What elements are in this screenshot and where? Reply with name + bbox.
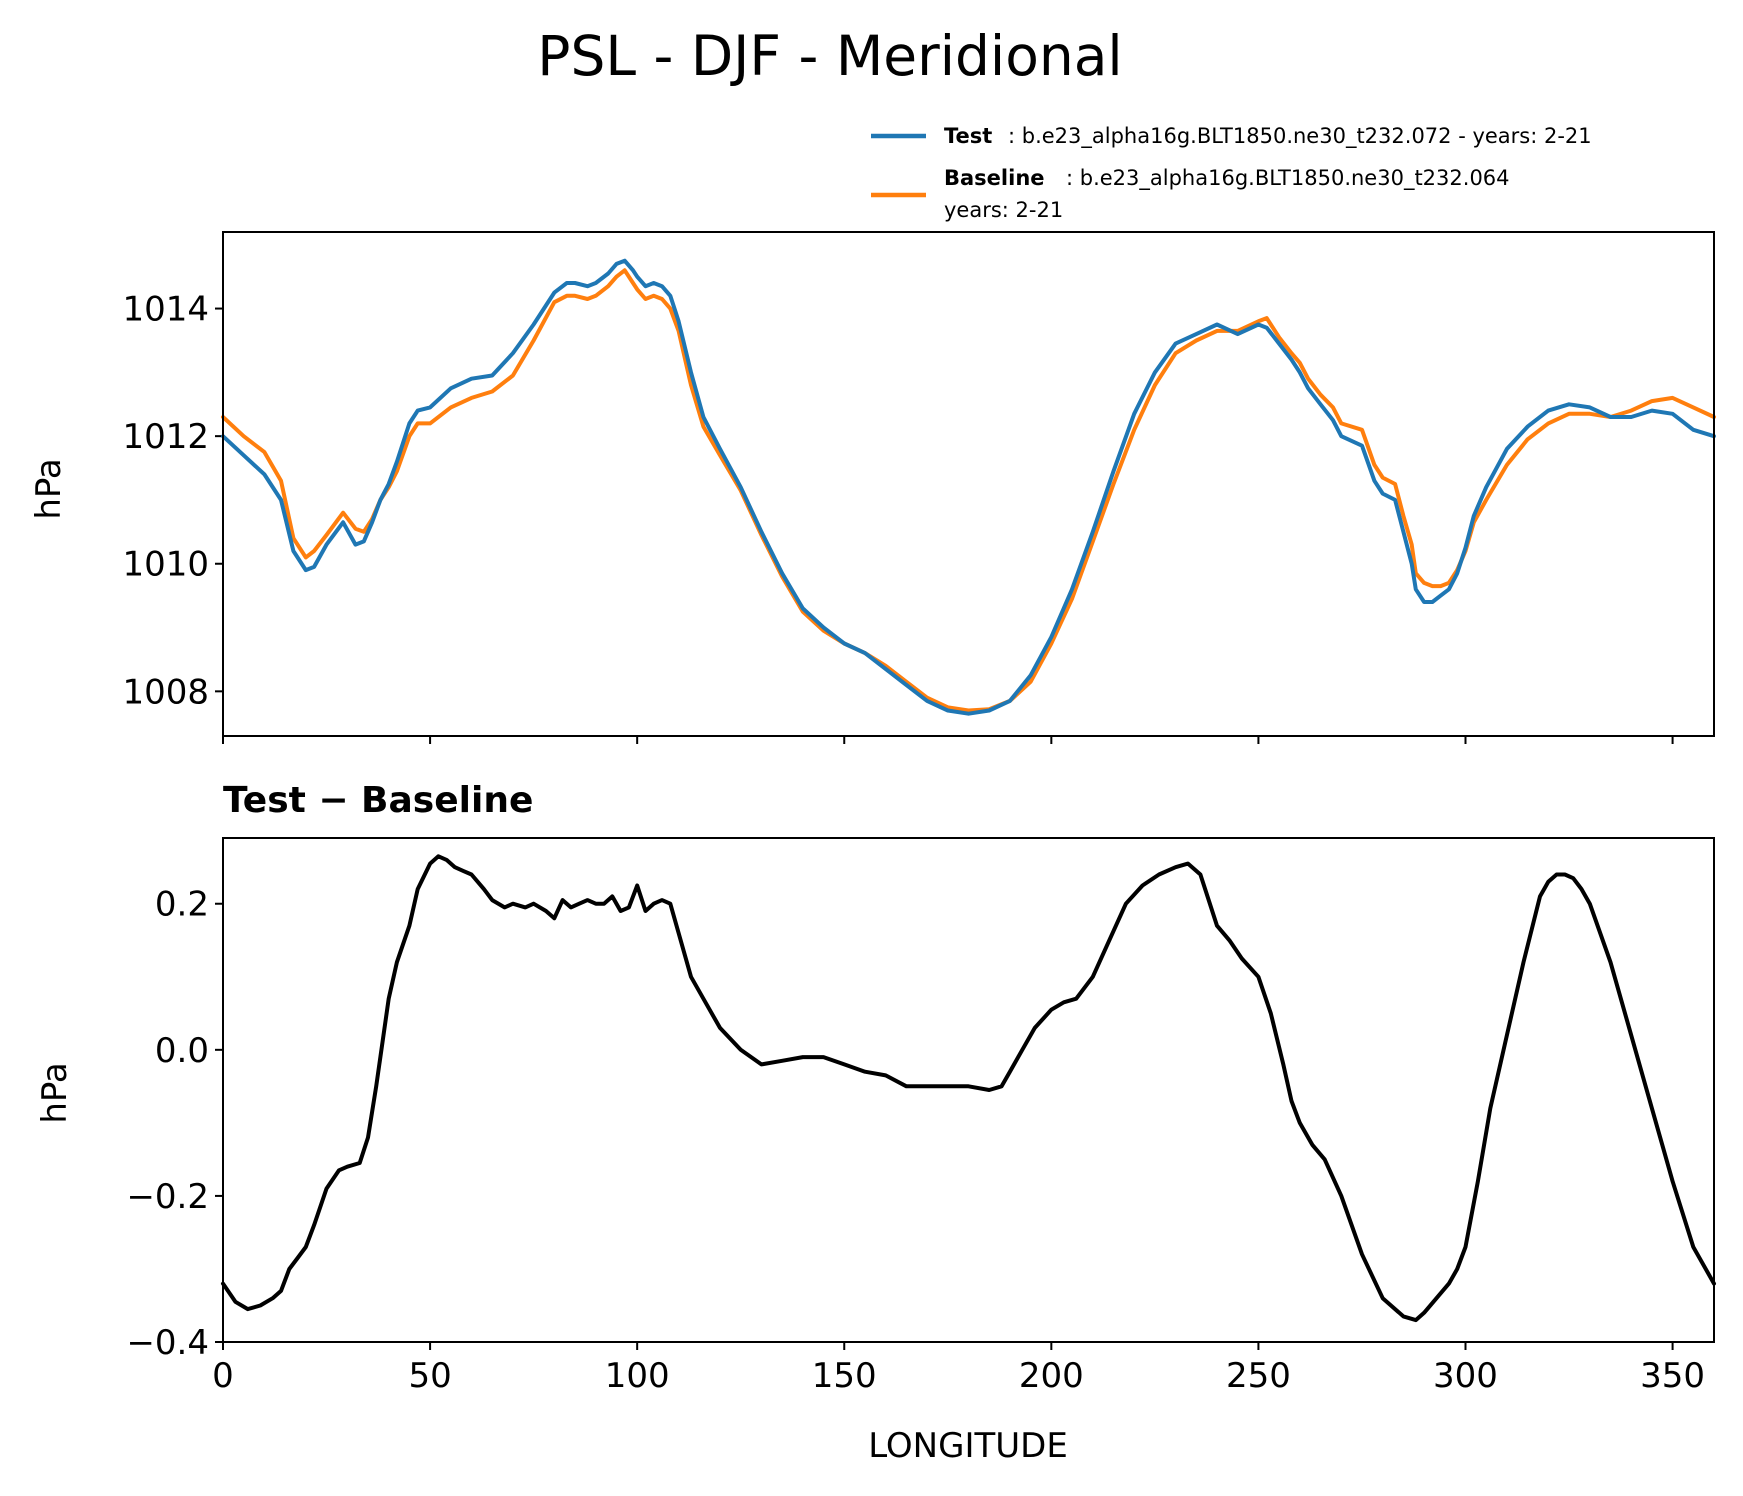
top-y-ticks: 1008 1010 1012 1014: [122, 290, 223, 712]
panel-top: 1008 1010 1012 1014 hPa: [29, 231, 1716, 744]
legend-baseline-label: Baseline: [944, 166, 1045, 190]
top-y-tick-label: 1012: [122, 417, 209, 457]
bottom-axes-frame: [222, 837, 1715, 1343]
bottom-x-tick-label: 300: [1433, 1356, 1498, 1396]
bottom-x-tick-label: 350: [1640, 1356, 1705, 1396]
legend-test-label: Test: [944, 124, 992, 148]
legend: Test : b.e23_alpha16g.BLT1850.ne30_t232.…: [871, 124, 1592, 222]
top-y-tick-label: 1014: [122, 290, 209, 330]
bottom-x-tick-label: 150: [812, 1356, 877, 1396]
bottom-y-ticks: −0.4 −0.2 0.0 0.2: [126, 885, 223, 1363]
bottom-x-tick-label: 0: [212, 1356, 234, 1396]
top-series-line-baseline: [221, 268, 1716, 713]
x-axis-label: LONGITUDE: [868, 1426, 1068, 1466]
top-y-tick-label: 1008: [122, 672, 209, 712]
bottom-y-tick-label: 0.0: [155, 1031, 209, 1071]
bottom-y-tick-label: 0.2: [155, 885, 209, 925]
top-y-tick-label: 1010: [122, 545, 209, 585]
legend-baseline-text: : b.e23_alpha16g.BLT1850.ne30_t232.064: [1066, 166, 1510, 191]
top-series-line-test: [221, 258, 1716, 716]
figure-title: PSL - DJF - Meridional: [537, 24, 1122, 88]
bottom-y-axis-label: hPa: [35, 1062, 75, 1123]
bottom-x-tick-label: 50: [408, 1356, 451, 1396]
bottom-lines: [221, 854, 1716, 1323]
bottom-y-tick-label: −0.4: [126, 1323, 209, 1363]
top-y-axis-label: hPa: [29, 458, 69, 519]
panel-bottom: Test − Baseline −0.4 −0.2 0.0 0.2 0 50 100 150…: [35, 780, 1716, 1466]
top-lines: [221, 258, 1716, 716]
bottom-x-ticks: 0 50 100 150 200 250 300 350: [212, 1342, 1705, 1396]
bottom-x-tick-label: 100: [605, 1356, 670, 1396]
top-x-ticks: [222, 736, 1674, 744]
bottom-x-tick-label: 250: [1226, 1356, 1291, 1396]
bottom-panel-title: Test − Baseline: [223, 780, 533, 821]
legend-baseline-text-2: years: 2-21: [944, 198, 1063, 222]
top-axes-frame: [222, 231, 1715, 737]
legend-test-text: : b.e23_alpha16g.BLT1850.ne30_t232.072 -…: [1008, 124, 1592, 149]
bottom-y-tick-label: −0.2: [126, 1177, 209, 1217]
bottom-series-line-test-baseline: [221, 854, 1716, 1323]
bottom-x-tick-label: 200: [1019, 1356, 1084, 1396]
